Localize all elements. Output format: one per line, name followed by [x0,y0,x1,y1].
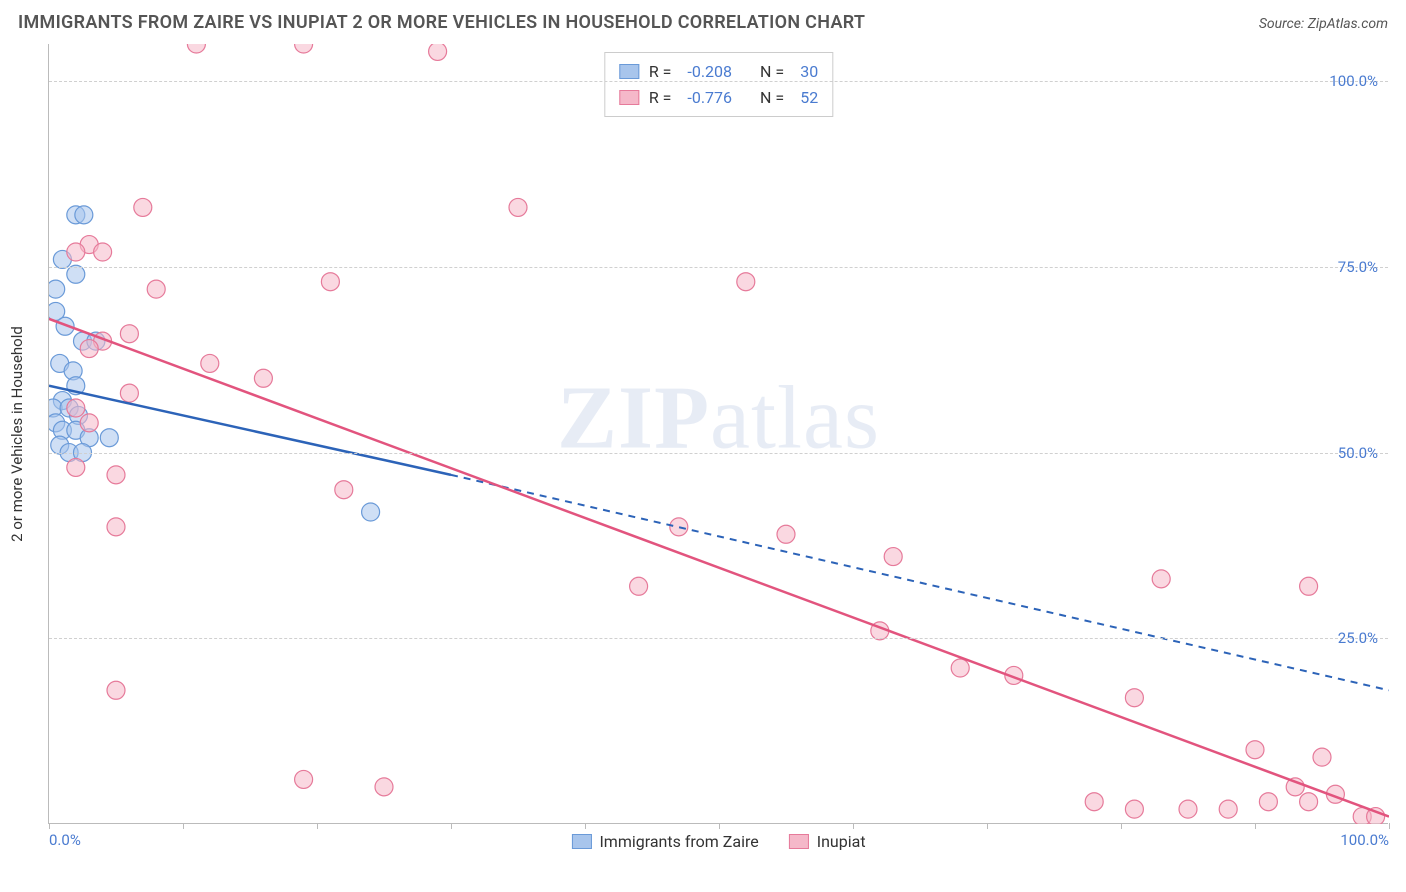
scatter-point [1246,741,1264,759]
scatter-point [1085,793,1103,811]
plot-area: 2 or more Vehicles in Household ZIPatlas… [48,44,1388,844]
scatter-point [777,525,795,543]
ytick-label: 25.0% [1338,629,1378,647]
xtick [1389,823,1390,829]
scatter-point [429,44,447,60]
scatter-point [1152,570,1170,588]
legend-n-value: 52 [800,85,818,111]
scatter-point [951,659,969,677]
scatter-point [1300,793,1318,811]
chart-title: IMMIGRANTS FROM ZAIRE VS INUPIAT 2 OR MO… [18,12,865,33]
legend-row: R = -0.776 N = 52 [619,85,818,111]
scatter-point [94,243,112,261]
plot-box: 2 or more Vehicles in Household ZIPatlas… [48,44,1388,824]
gridline [49,81,1388,82]
legend-swatch [789,834,809,849]
xtick-label: 0.0% [49,831,81,849]
legend-top: R =-0.208N =30R =-0.776N =52 [604,52,833,117]
scatter-point [80,414,98,432]
scatter-point [67,265,85,283]
xtick [317,823,318,829]
scatter-point [254,369,272,387]
legend-r-value: -0.776 [687,85,732,111]
scatter-point [335,481,353,499]
xtick [451,823,452,829]
scatter-point [67,458,85,476]
legend-swatch [571,834,591,849]
scatter-point [1259,793,1277,811]
ytick-label: 50.0% [1338,444,1378,462]
chart-svg [49,44,1389,824]
legend-bottom-item: Immigrants from Zaire [571,832,758,851]
gridline [49,267,1388,268]
scatter-point [509,198,527,216]
xtick [585,823,586,829]
gridline [49,453,1388,454]
xtick [853,823,854,829]
scatter-point [49,280,65,298]
scatter-point [295,770,313,788]
scatter-point [107,681,125,699]
scatter-point [1300,577,1318,595]
scatter-point [201,354,219,372]
scatter-point [1179,800,1197,818]
scatter-point [120,325,138,343]
ytick-label: 100.0% [1329,72,1378,90]
scatter-point [884,548,902,566]
scatter-point [375,778,393,796]
y-axis-label: 2 or more Vehicles in Household [8,326,26,542]
xtick [1121,823,1122,829]
scatter-point [67,243,85,261]
legend-r-label: R = [649,85,672,111]
xtick [183,823,184,829]
scatter-point [75,206,93,224]
scatter-point [80,340,98,358]
legend-bottom: Immigrants from Zaire Inupiat [571,832,865,851]
scatter-point [1125,800,1143,818]
scatter-point [295,44,313,53]
scatter-point [737,273,755,291]
legend-bottom-item: Inupiat [789,832,866,851]
legend-swatch [619,90,639,105]
gridline [49,638,1388,639]
scatter-point [1125,689,1143,707]
scatter-point [107,518,125,536]
scatter-point [670,518,688,536]
scatter-point [187,44,205,53]
xtick [1255,823,1256,829]
scatter-point [107,466,125,484]
legend-swatch [619,64,639,79]
scatter-point [100,429,118,447]
xtick [49,823,50,829]
scatter-point [1313,748,1331,766]
title-bar: IMMIGRANTS FROM ZAIRE VS INUPIAT 2 OR MO… [0,0,1406,41]
regression-line [49,319,1389,817]
scatter-point [321,273,339,291]
scatter-point [67,399,85,417]
legend-bottom-label: Inupiat [817,832,866,851]
xtick-label: 100.0% [1340,831,1389,849]
ytick-label: 75.0% [1338,258,1378,276]
source-label: Source: ZipAtlas.com [1259,16,1388,32]
legend-bottom-label: Immigrants from Zaire [599,832,758,851]
scatter-point [147,280,165,298]
scatter-point [362,503,380,521]
xtick [987,823,988,829]
scatter-point [134,198,152,216]
scatter-point [630,577,648,595]
xtick [719,823,720,829]
scatter-point [1219,800,1237,818]
regression-line-dashed [451,475,1389,690]
scatter-point [120,384,138,402]
legend-n-label: N = [760,85,784,111]
